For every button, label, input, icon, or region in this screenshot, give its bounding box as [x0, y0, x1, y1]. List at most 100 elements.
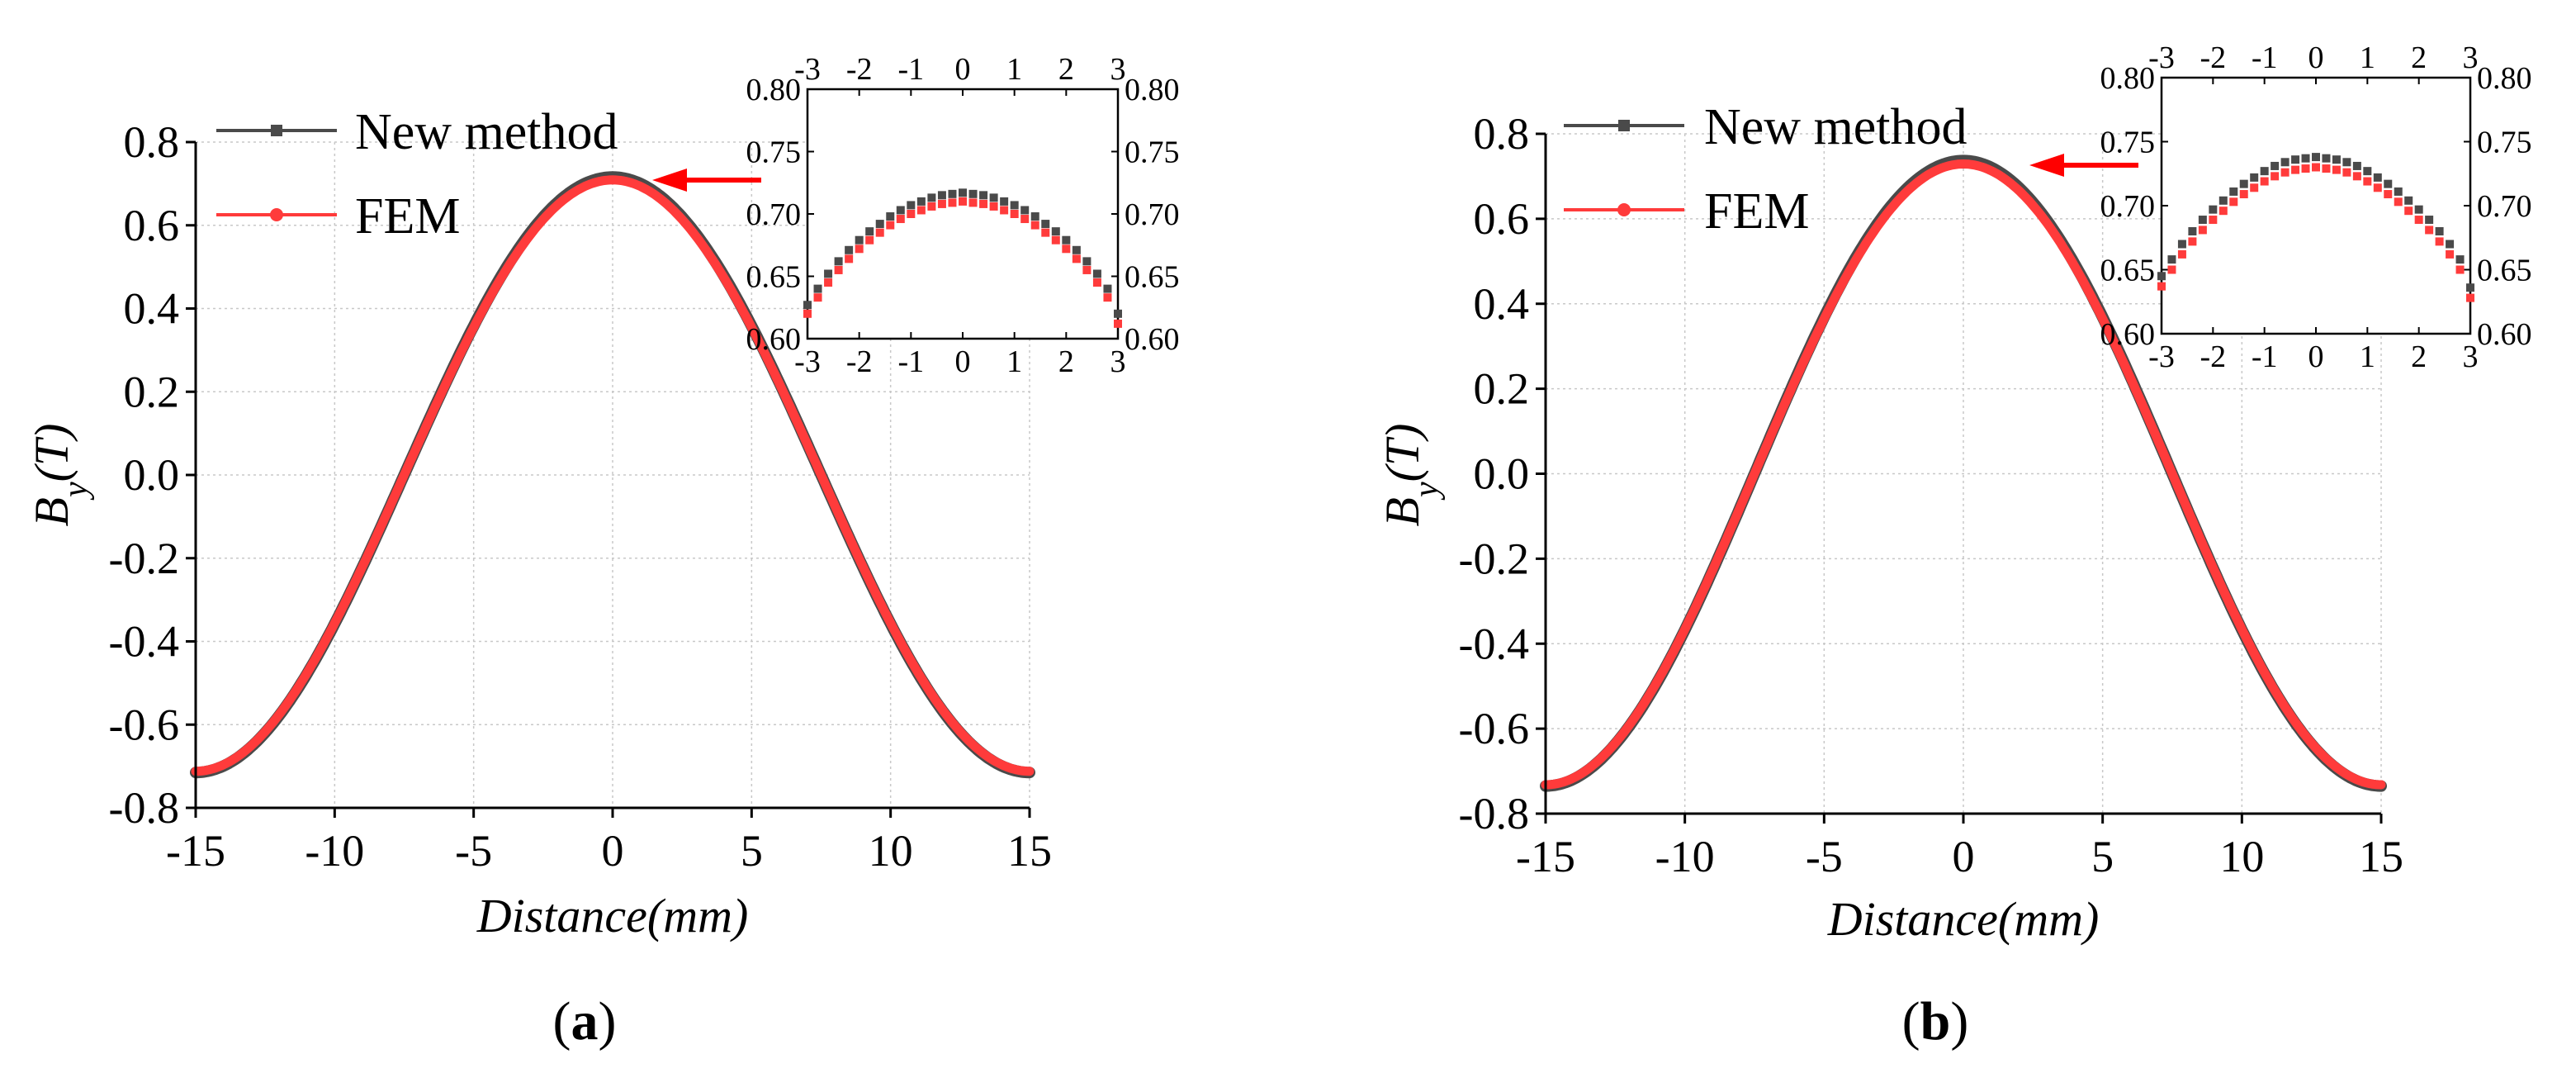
inset-point-new-method-b: [2404, 196, 2413, 205]
x-tick-label-a: 15: [1007, 826, 1052, 876]
inset-point-new-method-b: [2229, 187, 2238, 196]
inset-point-new-method-a: [1103, 284, 1112, 293]
inset-x-tick-label-top-b: 3: [2463, 40, 2479, 75]
y-axis-label-sub-b: y: [1408, 482, 1446, 501]
inset-point-new-method-b: [2425, 216, 2434, 225]
curves-a: [190, 171, 1035, 779]
inset-x-tick-label-top-b: 2: [2411, 40, 2427, 75]
legend-marker-new-method-a: [271, 125, 282, 136]
panel-b: -15 -10 -5 0 5 10 15 -0.8-0.6-0.4-0.20.00.20.4…: [1376, 40, 2532, 1052]
inset-point-new-method-a: [1092, 269, 1101, 278]
inset-point-fem-b: [2188, 237, 2197, 246]
inset-point-new-method-b: [2260, 167, 2269, 176]
inset-point-fem-b: [2332, 165, 2341, 174]
inset-x-tick-label-bottom-a: -2: [846, 344, 873, 379]
legend-label-fem-b: FEM: [1704, 183, 1809, 240]
curves-b: [1540, 154, 2387, 792]
series-line-fem-b: [1541, 159, 2386, 790]
inset-point-fem-b: [2157, 282, 2166, 291]
y-axis-label-base-b: B: [1376, 497, 1429, 526]
inset-y-tick-label-right-a: 0.75: [1125, 135, 1180, 170]
inset-point-fem-b: [2352, 172, 2361, 181]
y-tick-label-a: -0.4: [109, 617, 179, 667]
y-ticks-b: -0.8 -0.6 -0.4 -0.2 0.0 0.2 0.4 0.6 0.8: [1459, 109, 1546, 838]
inset-y-tick-label-right-a: 0.60: [1125, 322, 1180, 357]
inset-point-fem-a: [875, 228, 884, 237]
panel-a: -15 -10 -5 0 5 10 15 -0.8-0.6-0.4-0.20.00.20.4…: [25, 52, 1180, 1052]
inset-point-new-method-a: [1010, 201, 1019, 210]
inset-y-tick-label-left-b: 0.80: [2100, 61, 2156, 96]
inset-x-tick-label-top-a: 1: [1006, 52, 1022, 87]
inset-point-new-method-a: [948, 189, 957, 198]
inset-x-tick-label-bottom-a: -1: [898, 344, 925, 379]
inset-point-new-method-b: [2209, 205, 2218, 214]
x-tick-label-a: -10: [305, 826, 364, 876]
inset-frame-a: [806, 88, 1120, 340]
inset-point-fem-b: [2322, 164, 2331, 173]
inset-point-new-method-b: [2435, 227, 2444, 235]
inset-point-fem-a: [948, 198, 957, 207]
inset-point-new-method-a: [886, 212, 895, 221]
inset-x-tick-label-top-b: 1: [2360, 40, 2375, 75]
callout-arrow-a: [652, 169, 761, 192]
y-tick-label-a: 0.6: [124, 201, 180, 250]
y-tick-label-a: 0.8: [124, 117, 180, 167]
inset-point-fem-a: [813, 293, 822, 302]
inset-point-fem-b: [2384, 190, 2393, 199]
inset-point-fem-b: [2229, 197, 2238, 207]
y-tick-label-b: 0.0: [1474, 449, 1530, 499]
y-tick-label-a: -0.8: [109, 783, 179, 833]
inset-point-new-method-a: [1082, 257, 1091, 266]
y-tick-label-b: 0.2: [1474, 364, 1530, 414]
inset-y-tick-label-left-a: 0.60: [746, 322, 802, 357]
inset-x-tick-label-bottom-a: -3: [794, 344, 821, 379]
inset-x-tick-label-bottom-b: -2: [2200, 339, 2227, 374]
inset-point-fem-b: [2271, 172, 2280, 181]
inset-y-tick-label-right-b: 0.65: [2477, 254, 2532, 288]
inset-y-tick-label-left-a: 0.70: [746, 197, 802, 232]
inset-x-tick-label-top-b: -3: [2148, 40, 2175, 75]
inset-point-fem-a: [907, 210, 916, 218]
inset-points-a: [803, 188, 1122, 328]
inset-point-fem-b: [2177, 249, 2186, 259]
inset-point-new-method-a: [824, 269, 833, 278]
inset-point-fem-a: [979, 199, 988, 208]
series-line-fem-a: [191, 175, 1035, 776]
inset-point-new-method-b: [2301, 154, 2310, 163]
inset-point-new-method-a: [979, 191, 988, 200]
inset-point-fem-a: [824, 278, 833, 287]
inset-point-new-method-b: [2198, 216, 2207, 225]
inset-point-new-method-a: [1062, 235, 1071, 245]
inset-point-new-method-b: [2384, 179, 2393, 188]
inset-x-tick-label-top-a: 0: [955, 52, 971, 87]
inset-point-fem-a: [1072, 254, 1081, 264]
inset-point-new-method-b: [2239, 179, 2248, 188]
inset-point-fem-a: [896, 215, 905, 224]
inset-point-fem-a: [1062, 245, 1071, 254]
inset-point-new-method-b: [2157, 272, 2166, 281]
inset-point-new-method-b: [2342, 158, 2351, 167]
legend-label-new-method-a: New method: [355, 104, 618, 160]
legend-a: New method FEM: [216, 104, 618, 245]
legend-label-fem-a: FEM: [355, 188, 460, 245]
inset-point-fem-a: [1000, 206, 1009, 215]
inset-point-fem-b: [2260, 177, 2269, 186]
inset-y-tick-label-left-b: 0.65: [2100, 254, 2156, 288]
inset-point-fem-a: [959, 197, 967, 206]
inset-point-fem-b: [2466, 293, 2474, 302]
inset-point-fem-b: [2239, 190, 2248, 199]
inset-point-fem-a: [834, 265, 843, 274]
inset-point-new-method-b: [2250, 173, 2259, 182]
inset-point-fem-a: [989, 202, 998, 211]
y-tick-label-b: -0.8: [1459, 789, 1529, 838]
inset-point-fem-a: [855, 245, 864, 254]
inset-point-new-method-b: [2455, 255, 2465, 264]
inset-x-tick-label-top-a: 2: [1058, 52, 1074, 87]
inset-point-new-method-a: [1072, 245, 1081, 254]
y-tick-label-b: 0.4: [1474, 279, 1530, 329]
inset-point-new-method-a: [845, 245, 854, 254]
y-tick-label-a: 0.4: [124, 284, 180, 334]
